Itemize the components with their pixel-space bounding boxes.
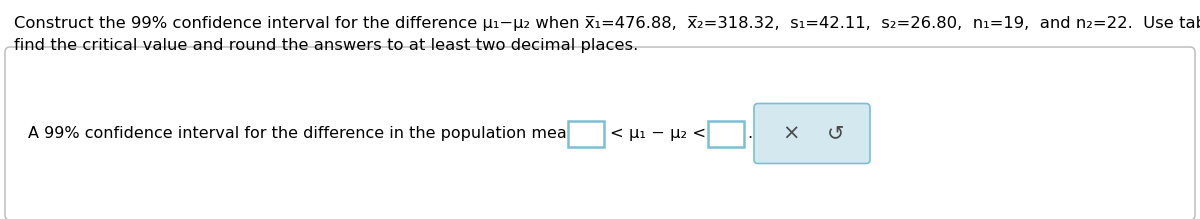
Text: < μ₁ − μ₂ <: < μ₁ − μ₂ <: [610, 126, 706, 141]
Text: Construct the 99% confidence interval for the difference μ₁−μ₂ when x̅₁=476.88, : Construct the 99% confidence interval fo…: [14, 16, 1200, 31]
Text: A 99% confidence interval for the difference in the population means is: A 99% confidence interval for the differ…: [28, 126, 604, 141]
FancyBboxPatch shape: [568, 120, 604, 147]
Text: ×: ×: [781, 124, 799, 143]
FancyBboxPatch shape: [5, 47, 1195, 219]
Text: ↺: ↺: [827, 124, 845, 143]
FancyBboxPatch shape: [708, 120, 744, 147]
Text: .: .: [746, 126, 752, 141]
Text: find the critical value and round the answers to at least two decimal places.: find the critical value and round the an…: [14, 38, 638, 53]
FancyBboxPatch shape: [754, 104, 870, 164]
